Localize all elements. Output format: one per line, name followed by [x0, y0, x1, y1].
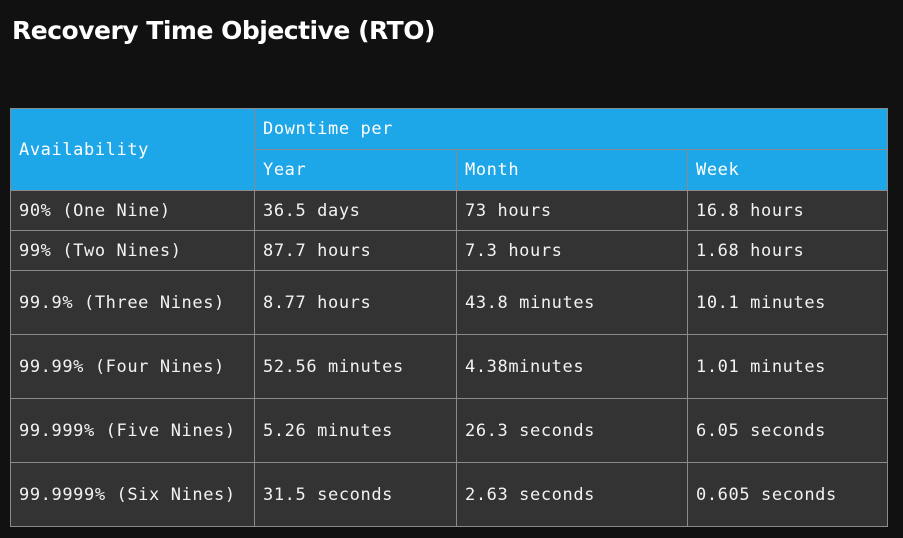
cell-month: 26.3 seconds: [456, 398, 688, 463]
cell-year: 36.5 days: [254, 190, 457, 231]
cell-week: 6.05 seconds: [686, 398, 889, 463]
header-year: Year: [254, 149, 457, 191]
cell-year: 5.26 minutes: [254, 398, 457, 463]
header-availability: Availability: [10, 108, 255, 191]
cell-month: 43.8 minutes: [456, 270, 688, 335]
cell-availability: 99% (Two Nines): [10, 230, 255, 271]
cell-week: 10.1 minutes: [686, 270, 889, 335]
cell-week: 1.68 hours: [686, 230, 889, 271]
header-month: Month: [456, 149, 688, 191]
table-row: 99.99% (Four Nines) 52.56 minutes 4.38mi…: [10, 334, 889, 399]
cell-month: 2.63 seconds: [456, 462, 688, 527]
table-row: 99.9999% (Six Nines) 31.5 seconds 2.63 s…: [10, 462, 889, 527]
rto-table: Availability Downtime per Year Month Wee…: [10, 108, 889, 527]
cell-year: 31.5 seconds: [254, 462, 457, 527]
cell-year: 8.77 hours: [254, 270, 457, 335]
cell-availability: 99.9999% (Six Nines): [10, 462, 255, 527]
header-row-top: Availability Downtime per: [10, 108, 889, 191]
cell-week: 16.8 hours: [686, 190, 889, 231]
header-week: Week: [686, 149, 889, 191]
table-row: 99.9% (Three Nines) 8.77 hours 43.8 minu…: [10, 270, 889, 335]
cell-month: 7.3 hours: [456, 230, 688, 271]
header-downtime-per: Downtime per: [253, 108, 889, 150]
cell-availability: 99.9% (Three Nines): [10, 270, 255, 335]
table-row: 90% (One Nine) 36.5 days 73 hours 16.8 h…: [10, 190, 889, 231]
table-row: 99.999% (Five Nines) 5.26 minutes 26.3 s…: [10, 398, 889, 463]
cell-month: 4.38minutes: [456, 334, 688, 399]
cell-availability: 99.999% (Five Nines): [10, 398, 255, 463]
cell-week: 0.605 seconds: [686, 462, 889, 527]
cell-availability: 99.99% (Four Nines): [10, 334, 255, 399]
cell-year: 52.56 minutes: [254, 334, 457, 399]
table-row: 99% (Two Nines) 87.7 hours 7.3 hours 1.6…: [10, 230, 889, 271]
cell-week: 1.01 minutes: [686, 334, 889, 399]
cell-year: 87.7 hours: [254, 230, 457, 271]
cell-availability: 90% (One Nine): [10, 190, 255, 231]
page-title: Recovery Time Objective (RTO): [12, 16, 435, 45]
header-row-sub: Year Month Week: [11, 149, 889, 191]
cell-month: 73 hours: [456, 190, 688, 231]
